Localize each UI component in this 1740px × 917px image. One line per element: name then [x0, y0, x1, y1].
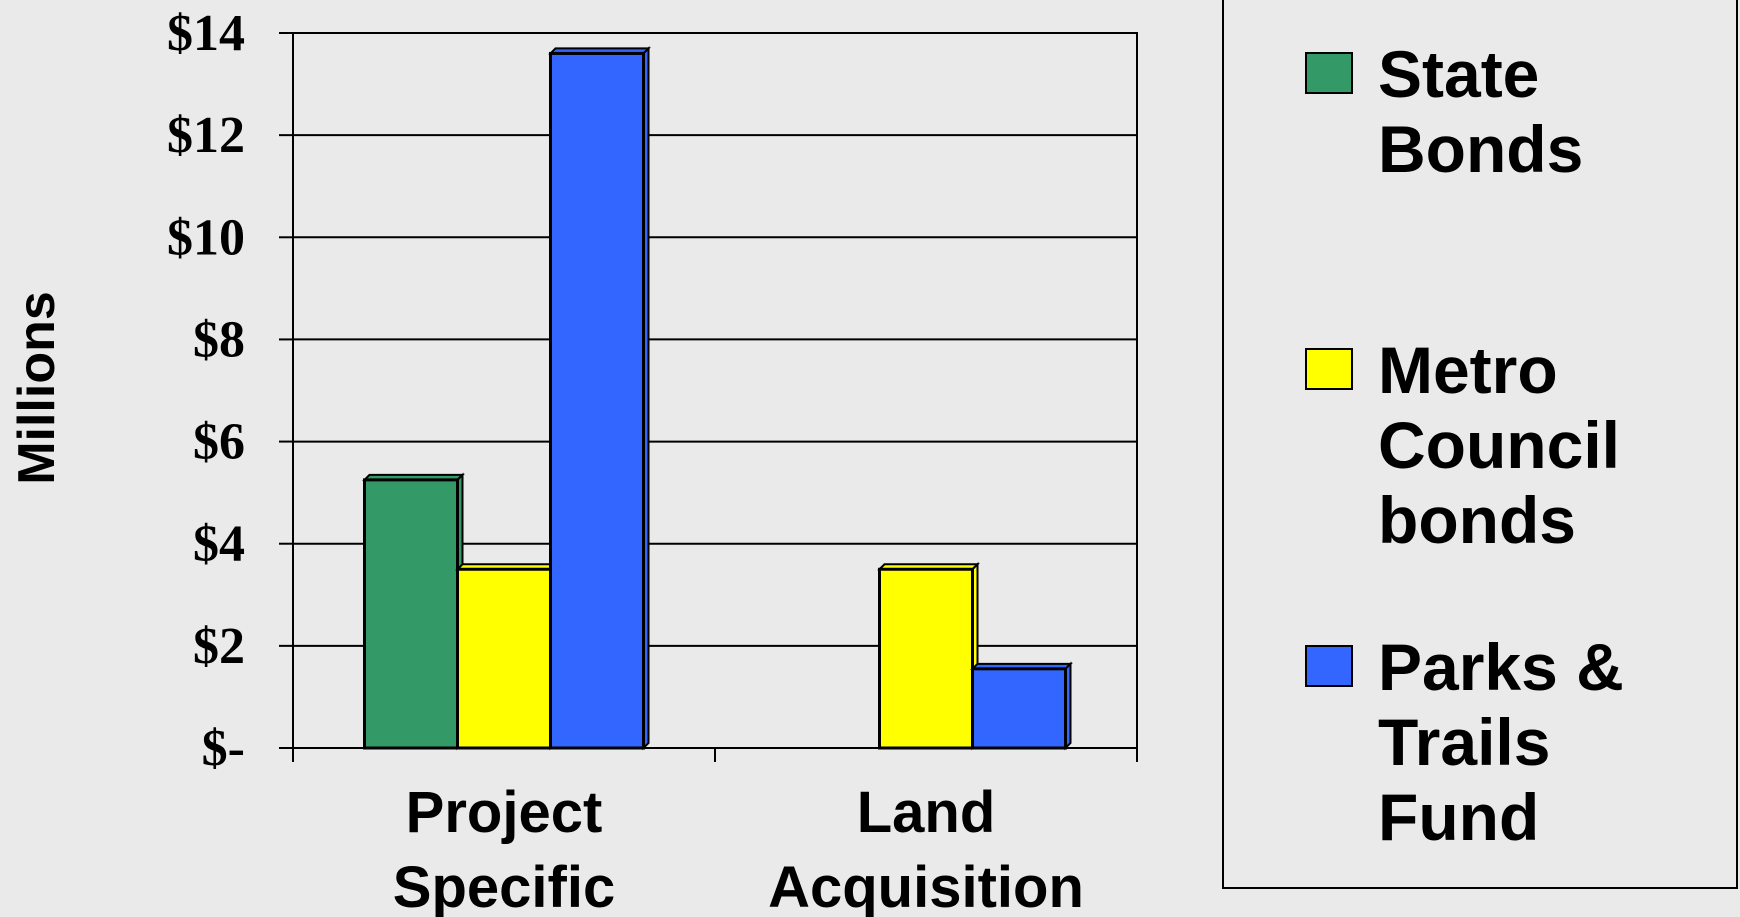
x-category-label: Acquisition	[768, 855, 1084, 917]
y-tick-label: $8	[193, 311, 245, 368]
legend-label: Parks &	[1378, 630, 1624, 704]
bars	[362, 46, 1073, 751]
y-tick-labels: $- $2 $4 $6 $8 $10 $12 $14	[167, 5, 245, 777]
y-tick-label: $14	[167, 5, 245, 62]
y-tick-label: $2	[193, 618, 245, 675]
y-tick-label: $-	[202, 720, 245, 777]
bar	[363, 478, 459, 750]
legend-label: Trails	[1378, 705, 1550, 779]
y-tick-label: $12	[167, 107, 245, 164]
y-tick-label: $4	[193, 516, 245, 573]
y-axis-title: Millions	[8, 291, 66, 485]
y-tick-label: $10	[167, 209, 245, 266]
legend-label: Council	[1378, 408, 1620, 482]
bar	[456, 567, 552, 750]
legend-label: Bonds	[1378, 112, 1583, 186]
legend-swatch	[1305, 348, 1353, 390]
axes	[279, 32, 1138, 762]
bar	[878, 567, 974, 750]
x-category-labels: Project Specific Land Acquisition	[393, 780, 1084, 917]
legend-box	[1222, 0, 1738, 889]
legend-label: Metro	[1378, 333, 1558, 407]
x-category-label: Land	[857, 780, 996, 845]
legend-label: Fund	[1378, 780, 1539, 854]
legend-swatch	[1305, 645, 1353, 687]
legend-label: bonds	[1378, 483, 1576, 557]
legend-label: State	[1378, 37, 1539, 111]
y-tick-label: $6	[193, 414, 245, 471]
x-category-label: Specific	[393, 855, 615, 917]
x-category-label: Project	[406, 780, 603, 845]
legend-swatch	[1305, 52, 1353, 94]
bar	[549, 51, 645, 750]
bar	[971, 667, 1067, 750]
